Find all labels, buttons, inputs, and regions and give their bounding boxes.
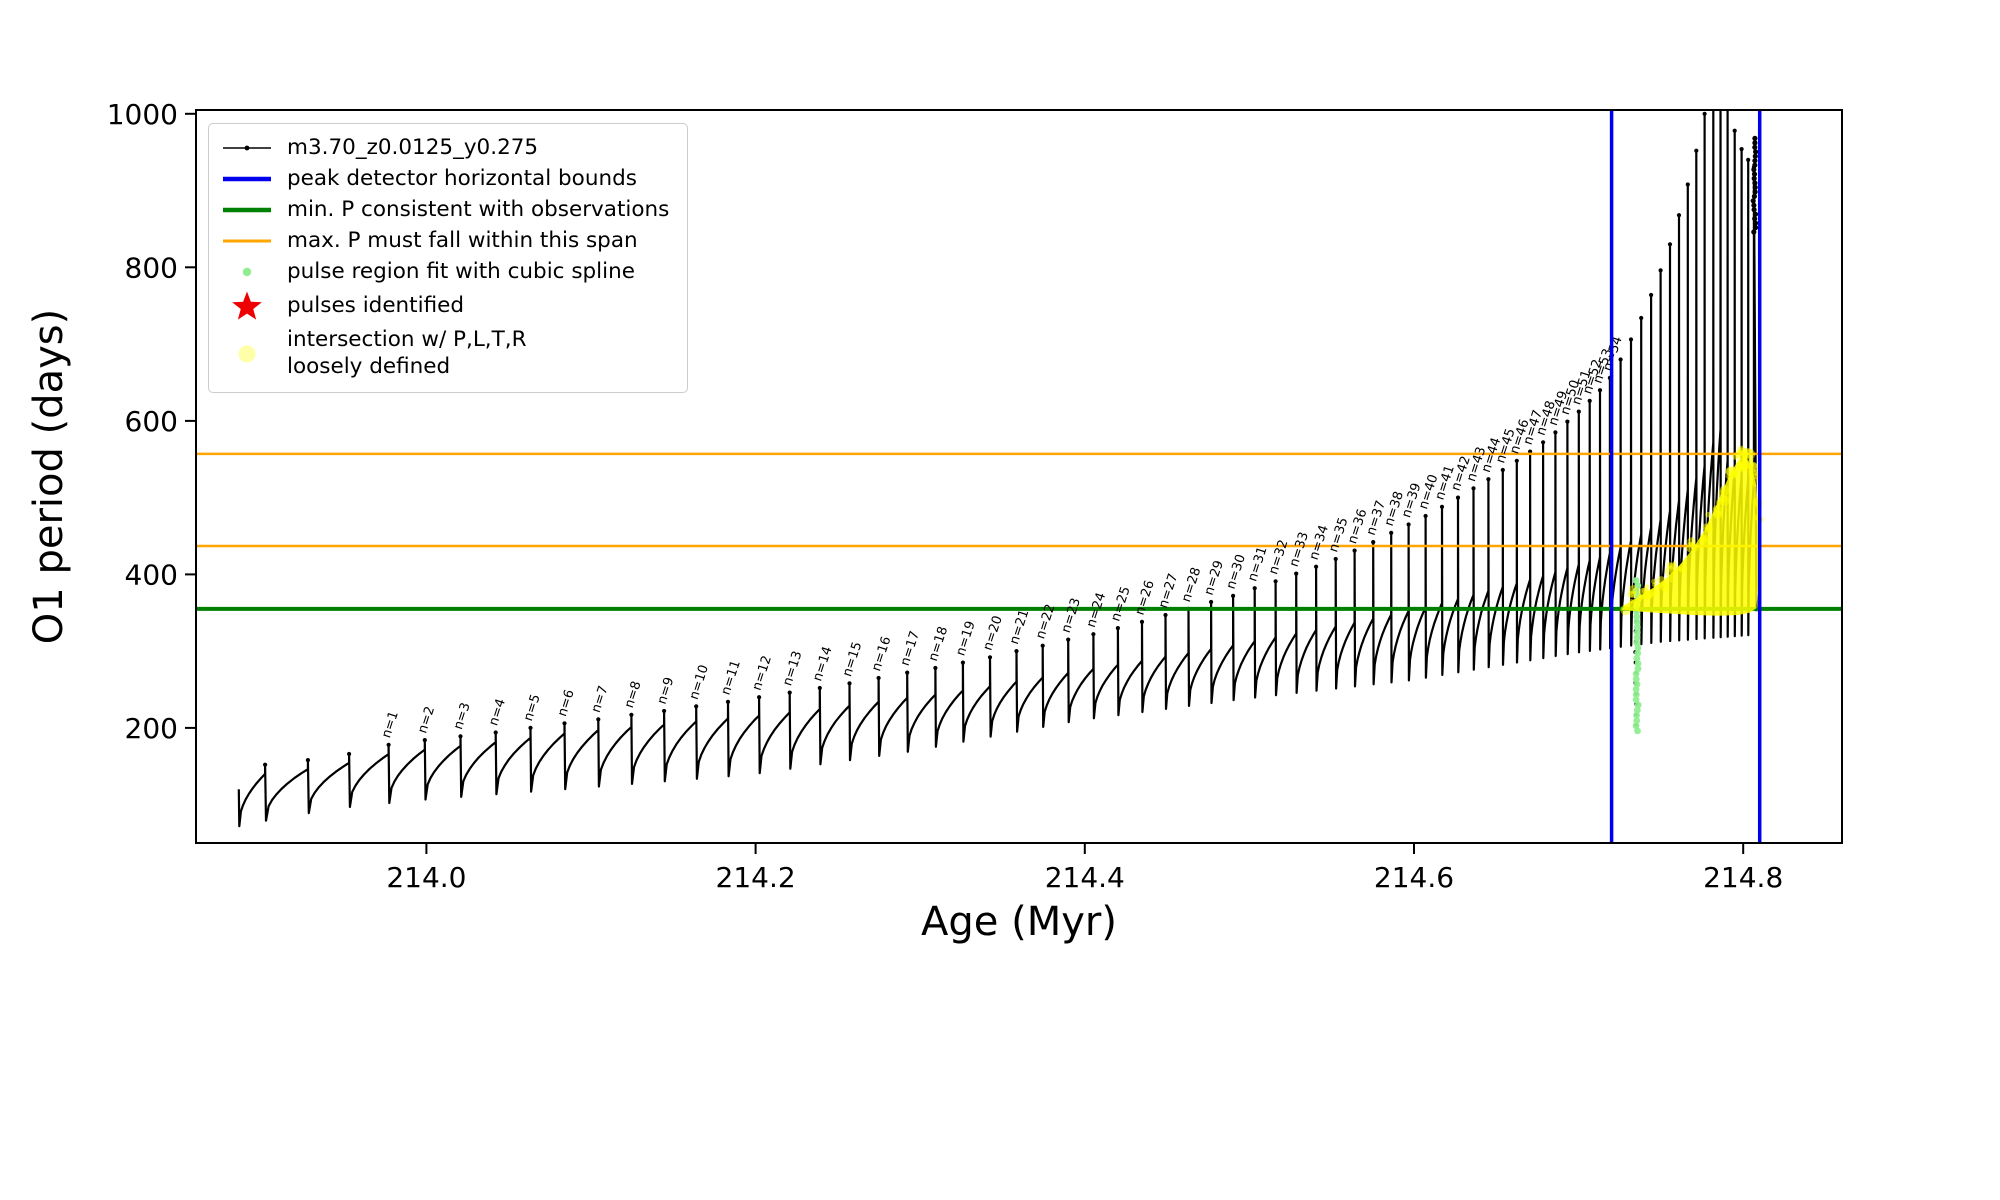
legend-label-intersection: intersection w/ P,L,T,R loosely defined <box>287 327 527 380</box>
pulse-label: n=1 <box>379 709 402 740</box>
legend-label-peak-bounds: peak detector horizontal bounds <box>287 165 637 191</box>
x-tick-label: 214.4 <box>1045 861 1125 894</box>
x-axis-label: Age (Myr) <box>921 899 1117 945</box>
yellow-dot-icon <box>221 341 273 367</box>
legend-label-max-p: max. P must fall within this span <box>287 227 638 253</box>
pulse-label: n=13 <box>780 649 805 688</box>
pulse-label: n=32 <box>1266 538 1291 577</box>
pulse-label: n=11 <box>719 658 744 697</box>
pulse-label: n=5 <box>521 692 544 723</box>
pulse-label: n=25 <box>1108 585 1133 624</box>
pulse-label: n=7 <box>589 684 612 715</box>
pulse-label: n=19 <box>953 619 978 658</box>
x-tick-label: 214.8 <box>1703 861 1783 894</box>
pulse-label: n=9 <box>655 676 678 707</box>
pulse-label: n=20 <box>981 614 1006 653</box>
pulse-label: n=21 <box>1007 608 1032 647</box>
y-tick-label: 600 <box>125 405 178 438</box>
pulse-label: n=3 <box>451 701 474 732</box>
pulse-label: n=26 <box>1133 579 1158 618</box>
pulse-label: n=8 <box>622 679 645 710</box>
y-axis-label: O1 period (days) <box>26 309 72 644</box>
orange-line-swatch <box>221 230 273 252</box>
legend: m3.70_z0.0125_y0.275 peak detector horiz… <box>208 123 688 394</box>
legend-item-spline: pulse region fit with cubic spline <box>221 257 675 288</box>
pulse-label: n=2 <box>415 705 438 736</box>
legend-item-min-p: min. P consistent with observations <box>221 195 675 226</box>
x-tick-label: 214.2 <box>716 861 796 894</box>
y-tick-label: 400 <box>125 558 178 591</box>
pulse-label: n=6 <box>555 688 578 719</box>
legend-item-intersection: intersection w/ P,L,T,R loosely defined <box>221 325 675 383</box>
pulse-label: n=29 <box>1202 559 1227 598</box>
y-axis-ticks: 200 400 600 800 1000 <box>107 98 196 745</box>
pulse-label: n=10 <box>687 663 712 702</box>
main-series-line <box>237 110 1758 828</box>
pulse-label: n=14 <box>810 645 835 684</box>
y-tick-label: 200 <box>125 712 178 745</box>
terminal-peak-dots <box>1750 135 1759 235</box>
x-axis-ticks: 214.0 214.2 214.4 214.6 214.8 <box>386 843 1783 894</box>
y-tick-label: 1000 <box>107 98 178 131</box>
plot-area: n=1 n=2 n=3 n=4 n=5 n=6 n=7 n=8 n=9 n=10 n=11 n=12 n… <box>196 110 1842 843</box>
blue-line-swatch <box>221 168 273 190</box>
pulse-label: n=27 <box>1156 572 1181 611</box>
pulse-label: n=28 <box>1179 566 1204 605</box>
pulse-labels: n=1 n=2 n=3 n=4 n=5 n=6 n=7 n=8 n=9 n=10 n=11 n=12 n… <box>379 335 1626 740</box>
legend-label-min-p: min. P consistent with observations <box>287 196 670 222</box>
pulse-label: n=17 <box>898 629 923 668</box>
green-line-swatch <box>221 199 273 221</box>
pulse-label: n=16 <box>869 635 894 674</box>
x-tick-label: 214.0 <box>386 861 466 894</box>
legend-item-series: m3.70_z0.0125_y0.275 <box>221 133 675 164</box>
pulse-label: n=30 <box>1224 553 1249 592</box>
pulse-label: n=4 <box>486 697 509 728</box>
line-dot-swatch <box>221 137 273 159</box>
lightgreen-dot-icon <box>221 261 273 283</box>
legend-item-max-p: max. P must fall within this span <box>221 226 675 257</box>
axes-spines <box>195 109 1843 844</box>
legend-item-pulses: pulses identified <box>221 287 675 325</box>
legend-label-pulses: pulses identified <box>287 292 465 318</box>
pulse-label: n=23 <box>1059 596 1084 635</box>
pulse-label: n=31 <box>1245 545 1270 584</box>
legend-label-spline: pulse region fit with cubic spline <box>287 258 635 284</box>
y-tick-label: 800 <box>125 251 178 284</box>
pulse-label: n=18 <box>926 625 951 664</box>
legend-item-peak-bounds: peak detector horizontal bounds <box>221 164 675 195</box>
pulse-label: n=15 <box>840 640 865 679</box>
x-tick-label: 214.6 <box>1374 861 1454 894</box>
legend-label-series: m3.70_z0.0125_y0.275 <box>287 135 539 160</box>
red-star-icon <box>221 289 273 323</box>
pulse-label: n=12 <box>750 654 775 693</box>
